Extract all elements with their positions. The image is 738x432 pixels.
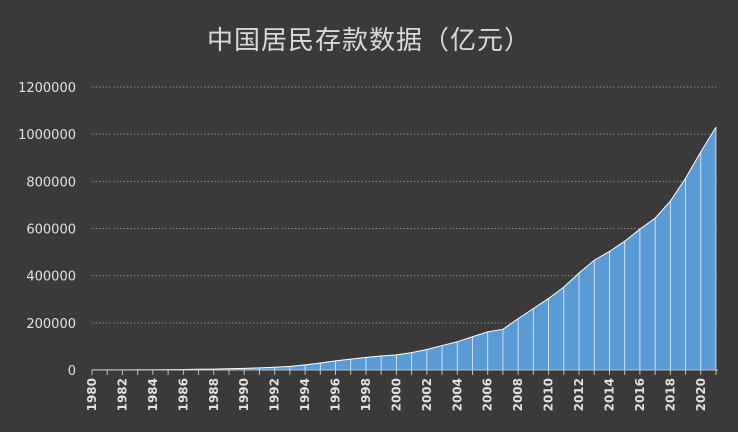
x-tick-label: 1980: [85, 378, 99, 411]
x-tick-label: 2012: [572, 378, 586, 411]
y-tick-label: 800000: [26, 175, 76, 190]
y-tick-label: 200000: [26, 317, 76, 332]
x-tick-label: 2018: [663, 378, 677, 411]
x-tick-label: 1994: [298, 378, 312, 411]
chart-title: 中国居民存款数据（亿元）: [206, 26, 531, 56]
x-tick-label: 2000: [389, 378, 403, 411]
x-tick-label: 2014: [602, 378, 616, 411]
x-tick-label: 1982: [115, 378, 129, 411]
x-tick-label: 1986: [176, 378, 190, 411]
y-tick-label: 400000: [26, 270, 76, 285]
x-tick-label: 1990: [237, 378, 251, 411]
area-fill: [92, 127, 716, 370]
x-tick-label: 1996: [329, 378, 343, 411]
y-tick-label: 0: [68, 364, 76, 379]
y-tick-label: 1200000: [18, 81, 76, 96]
x-tick-label: 1992: [268, 378, 282, 411]
y-tick-label: 1000000: [18, 128, 76, 143]
x-tick-label: 1998: [359, 378, 373, 411]
x-tick-label: 2008: [511, 378, 525, 411]
x-tick-label: 1984: [146, 378, 160, 411]
x-tick-label: 2004: [450, 378, 464, 411]
x-tick-label: 2020: [694, 378, 708, 411]
x-tick-label: 2016: [633, 378, 647, 411]
x-tick-label: 2010: [542, 378, 556, 411]
series-line: [91, 126, 717, 371]
x-tick-label: 2006: [481, 378, 495, 411]
y-tick-label: 600000: [26, 223, 76, 238]
x-tick-label: 2002: [420, 378, 434, 411]
x-tick-label: 1988: [207, 378, 221, 411]
